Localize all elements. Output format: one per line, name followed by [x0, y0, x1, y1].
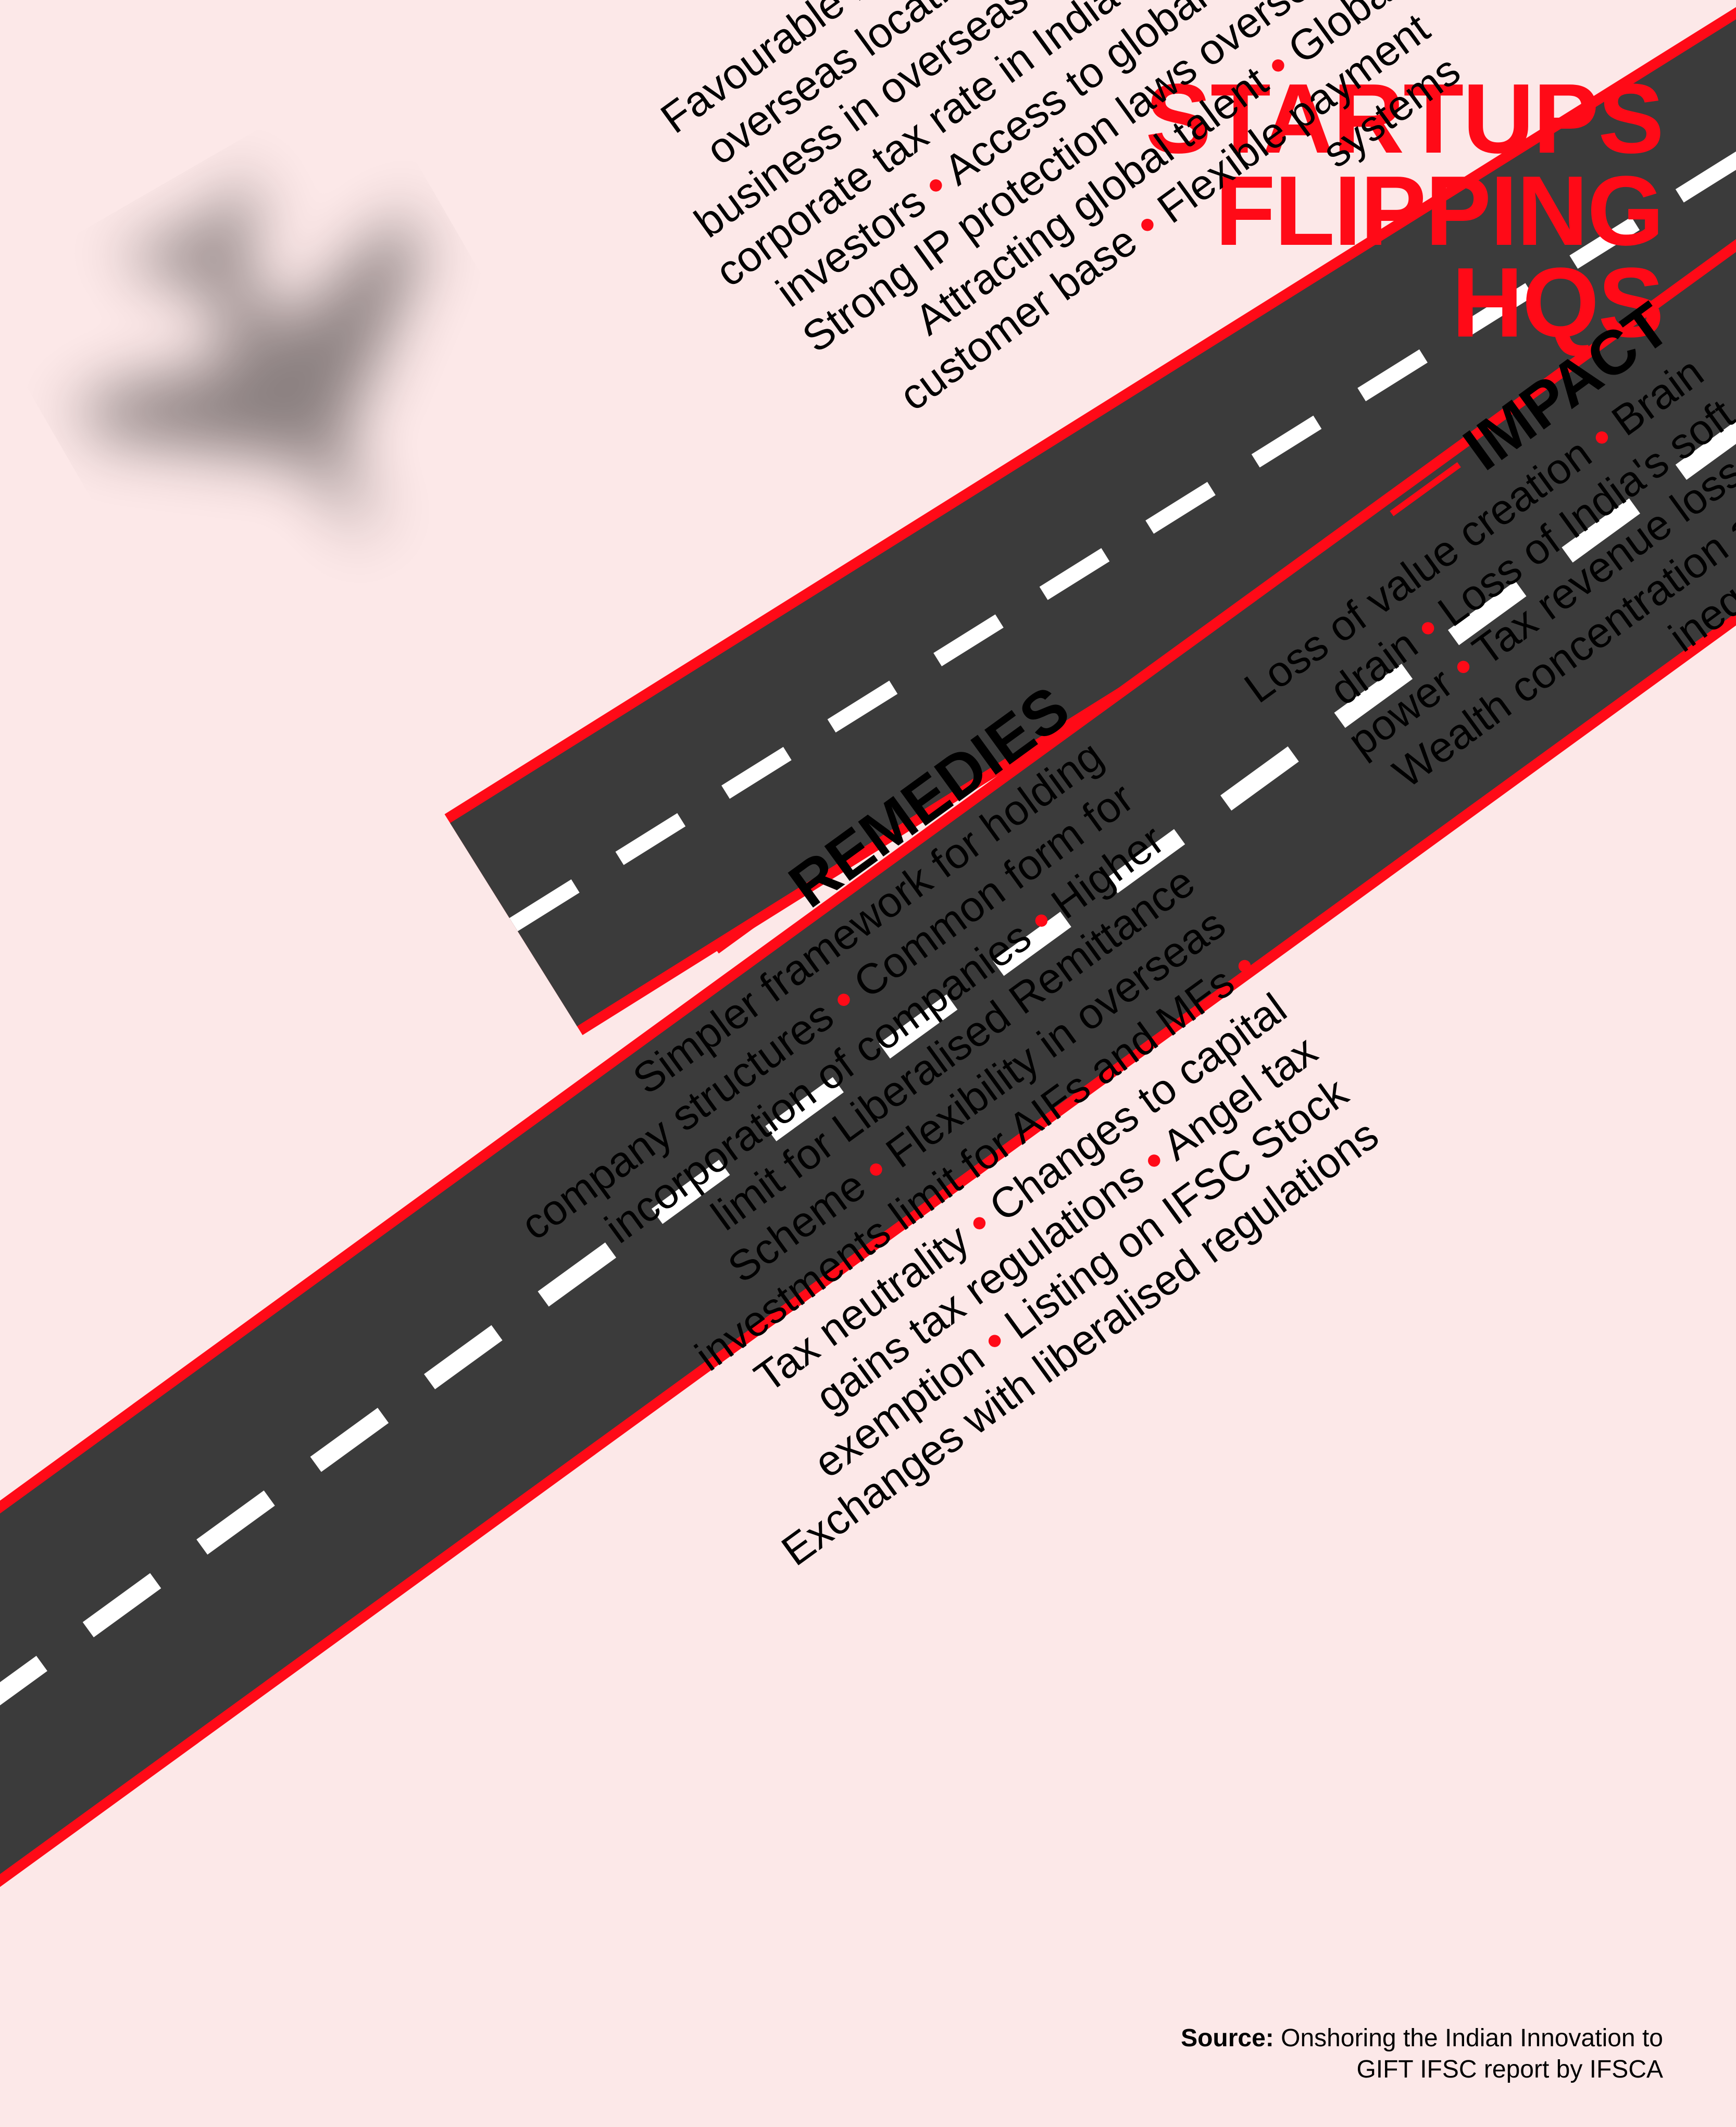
remedies-rule — [715, 899, 786, 953]
impact-rule — [1390, 462, 1460, 516]
plane-shadow — [24, 121, 540, 639]
source-line: Source: Onshoring the Indian Innovation … — [1181, 2023, 1663, 2085]
source-label: Source: — [1181, 2024, 1274, 2052]
infographic-canvas: STARTUPS FLIPPING HQS REASONS Favourable… — [0, 0, 1736, 2127]
source-text-2: GIFT IFSC report by IFSCA — [1356, 2056, 1663, 2083]
source-text-1: Onshoring the Indian Innovation to — [1281, 2024, 1663, 2052]
